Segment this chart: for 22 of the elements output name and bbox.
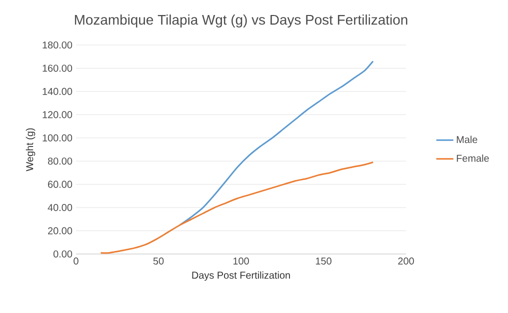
y-tick-label: 160.00 bbox=[42, 64, 72, 72]
x-tick-label: 50 bbox=[153, 258, 164, 265]
y-tick-label: 40.00 bbox=[48, 204, 72, 212]
x-tick-label: 100 bbox=[233, 258, 249, 265]
y-tick-label: 0.00 bbox=[53, 250, 72, 258]
y-tick-label: 80.00 bbox=[48, 158, 72, 165]
y-tick-label: 20.00 bbox=[48, 227, 72, 234]
y-tick-label: 100.00 bbox=[42, 134, 72, 142]
y-tick-label: 180.00 bbox=[42, 41, 72, 49]
y-axis-title: Weght (g) bbox=[26, 128, 36, 172]
legend-label: Male bbox=[456, 136, 478, 144]
y-tick-label: 140.00 bbox=[42, 88, 72, 95]
x-tick-label: 150 bbox=[316, 258, 332, 265]
chart-title: Mozambique Tilapia Wgt (g) vs Days Post Fertilization bbox=[74, 14, 408, 28]
y-tick-label: 120.00 bbox=[42, 111, 72, 118]
legend-label: Female bbox=[456, 154, 489, 162]
x-tick-label: 200 bbox=[398, 258, 414, 265]
line-series bbox=[100, 162, 374, 254]
x-tick-label: 0 bbox=[74, 258, 78, 265]
line-series bbox=[179, 60, 374, 226]
x-axis-title: Days Post Fertilization bbox=[192, 271, 290, 281]
y-tick-label: 60.00 bbox=[48, 180, 72, 188]
